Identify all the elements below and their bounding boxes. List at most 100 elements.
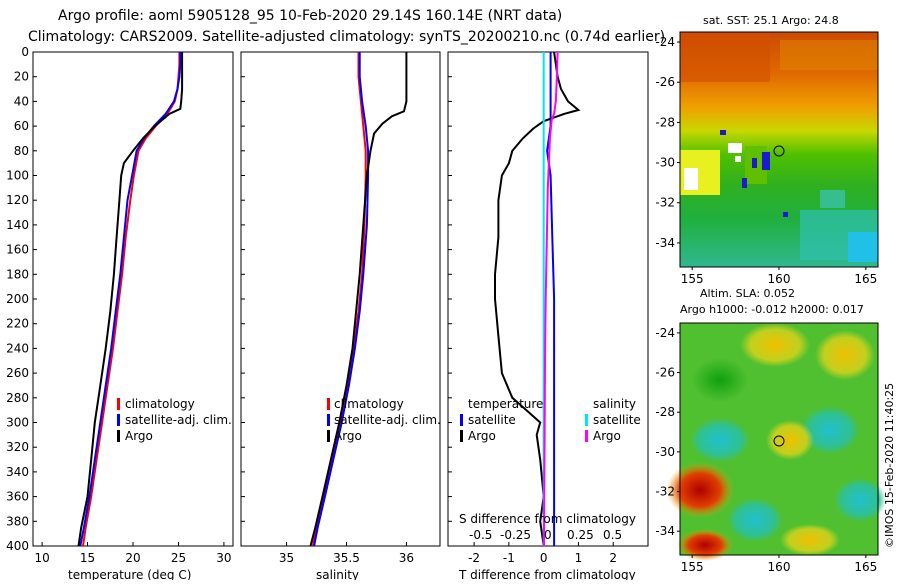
depth-tick-label: 220 — [6, 317, 29, 331]
legend-label-t-argo: Argo — [468, 429, 496, 443]
x-tick-label: 1 — [575, 551, 583, 565]
legend-swatch-t-argo — [460, 430, 463, 442]
difference-xlabel: T difference from climatology — [458, 568, 636, 580]
lat-tick-label: -32 — [655, 196, 675, 210]
legend-swatch-satellite — [117, 414, 120, 426]
salinity-lines — [309, 52, 408, 546]
depth-tick-label: 20 — [14, 70, 29, 84]
sst-map-x-ticks: 155 160 165 — [681, 267, 877, 286]
legend-label-satellite: satellite-adj. clim. — [334, 413, 441, 427]
depth-tick-label: 320 — [6, 440, 29, 454]
difference-panel: -2 -1 0 1 2 T difference from climatology S … — [447, 51, 649, 582]
salinity-legend: climatology satellite-adj. clim. Argo — [327, 397, 441, 443]
temperature-panel: 0 20 40 60 80 100 120 140 160 180 200 220 240 260 280 3… — [6, 45, 234, 582]
legend-swatch-argo — [327, 430, 330, 442]
legend-swatch-s-satellite — [585, 414, 588, 426]
legend-swatch-s-argo — [585, 430, 588, 442]
series-line-argo — [309, 52, 408, 546]
depth-tick-label: 100 — [6, 169, 29, 183]
x-tick-label: 25 — [171, 551, 186, 565]
salinity-x-ticks: 35 35.5 36 — [279, 542, 414, 565]
x-tick-label: 30 — [216, 551, 231, 565]
s-difference-axis-label: S difference from climatology — [459, 512, 636, 526]
depth-tick-labels: 0 20 40 60 80 100 120 140 160 180 200 220 240 260 280 3… — [6, 45, 37, 553]
lat-tick-label: -26 — [655, 366, 675, 380]
legend-label-climatology: climatology — [125, 397, 195, 411]
s-tick-label: 0.5 — [603, 528, 622, 542]
depth-tick-label: 200 — [6, 292, 29, 306]
sst-map-y-ticks: -24 -26 -28 -30 -32 -34 — [655, 35, 680, 250]
temperature-xlabel: temperature (deg C) — [68, 568, 191, 580]
salinity-y-ticks — [241, 51, 245, 547]
float-location-marker — [773, 145, 785, 157]
sla-map-title-line1: Altim. SLA: 0.052 — [700, 287, 795, 300]
legend-label-s-satellite: satellite — [593, 413, 641, 427]
depth-tick-label: 120 — [6, 193, 29, 207]
sla-map-title-line2: Argo h1000: -0.012 h2000: 0.017 — [680, 303, 864, 316]
depth-tick-label: 60 — [14, 119, 29, 133]
s-tick-label: 0 — [544, 528, 552, 542]
figure-title-line1: Argo profile: aoml 5905128_95 10-Feb-202… — [58, 8, 562, 24]
temperature-plot-frame — [32, 51, 234, 547]
temperature-legend: climatology satellite-adj. clim. Argo — [117, 397, 232, 443]
series-line-climatology — [311, 52, 367, 546]
sla-map-x-ticks: 155 160 165 — [681, 555, 877, 574]
x-tick-label: 35 — [279, 551, 294, 565]
lat-tick-label: -34 — [655, 524, 675, 538]
lat-tick-label: -30 — [655, 156, 675, 170]
lon-tick-label: 160 — [768, 560, 791, 574]
sla-map-image — [666, 322, 886, 561]
legend-swatch-climatology — [327, 398, 330, 410]
figure-title-line2: Climatology: CARS2009. Satellite-adjuste… — [28, 29, 665, 45]
lat-tick-label: -26 — [655, 75, 675, 89]
legend-swatch-satellite — [327, 414, 330, 426]
depth-tick-label: 340 — [6, 465, 29, 479]
series-line-argo — [77, 52, 184, 546]
series-line-temperature-satellite — [546, 52, 556, 546]
legend-swatch-argo — [117, 430, 120, 442]
sla-map-panel: Altim. SLA: 0.052 Argo h1000: -0.012 h20… — [655, 287, 886, 574]
s-tick-label: 0.25 — [567, 528, 594, 542]
depth-tick-label: 160 — [6, 243, 29, 257]
x-tick-label: 2 — [609, 551, 617, 565]
x-tick-label: 15 — [80, 551, 95, 565]
lon-tick-label: 155 — [681, 272, 704, 286]
sst-map-panel: sat. SST: 25.1 Argo: 24.8 -24 -26 -28 -30 -3… — [655, 14, 879, 286]
depth-tick-label: 300 — [6, 416, 29, 430]
salinity-plot-frame — [240, 51, 441, 547]
lat-tick-label: -32 — [655, 485, 675, 499]
x-tick-label: 0 — [540, 551, 548, 565]
legend-swatch-t-satellite — [460, 414, 463, 426]
depth-tick-label: 280 — [6, 391, 29, 405]
x-tick-label: 20 — [125, 551, 140, 565]
lat-tick-label: -30 — [655, 445, 675, 459]
legend-label-satellite: satellite-adj. clim. — [125, 413, 232, 427]
lon-tick-label: 155 — [681, 560, 704, 574]
lat-tick-label: -34 — [655, 236, 675, 250]
lon-tick-label: 160 — [768, 272, 791, 286]
series-line-salinity-argo — [543, 52, 559, 546]
legend-swatch-climatology — [117, 398, 120, 410]
difference-y-ticks — [448, 51, 452, 547]
series-line-satellite-adj-clim — [79, 52, 182, 546]
float-location-marker — [773, 435, 785, 447]
series-line-satellite-adj-clim — [313, 52, 370, 546]
temperature-x-ticks: 10 15 20 25 30 — [34, 542, 232, 565]
depth-tick-label: 180 — [6, 267, 29, 281]
depth-tick-label: 0 — [21, 45, 29, 59]
salinity-panel: 35 35.5 36 salinity climatology satellite-… — [240, 51, 441, 582]
imos-credit: ©IMOS 15-Feb-2020 11:40:25 — [883, 383, 896, 548]
legend-title-salinity: salinity — [593, 397, 636, 411]
sst-map-image — [679, 31, 879, 268]
legend-label-climatology: climatology — [334, 397, 404, 411]
legend-label-t-satellite: satellite — [468, 413, 516, 427]
depth-tick-label: 380 — [6, 514, 29, 528]
x-tick-label: 36 — [399, 551, 414, 565]
depth-tick-label: 260 — [6, 366, 29, 380]
salinity-xlabel: salinity — [316, 568, 359, 580]
x-tick-label: 35.5 — [333, 551, 360, 565]
legend-label-argo: Argo — [334, 429, 362, 443]
temperature-lines — [77, 52, 184, 546]
difference-lines — [494, 52, 581, 546]
